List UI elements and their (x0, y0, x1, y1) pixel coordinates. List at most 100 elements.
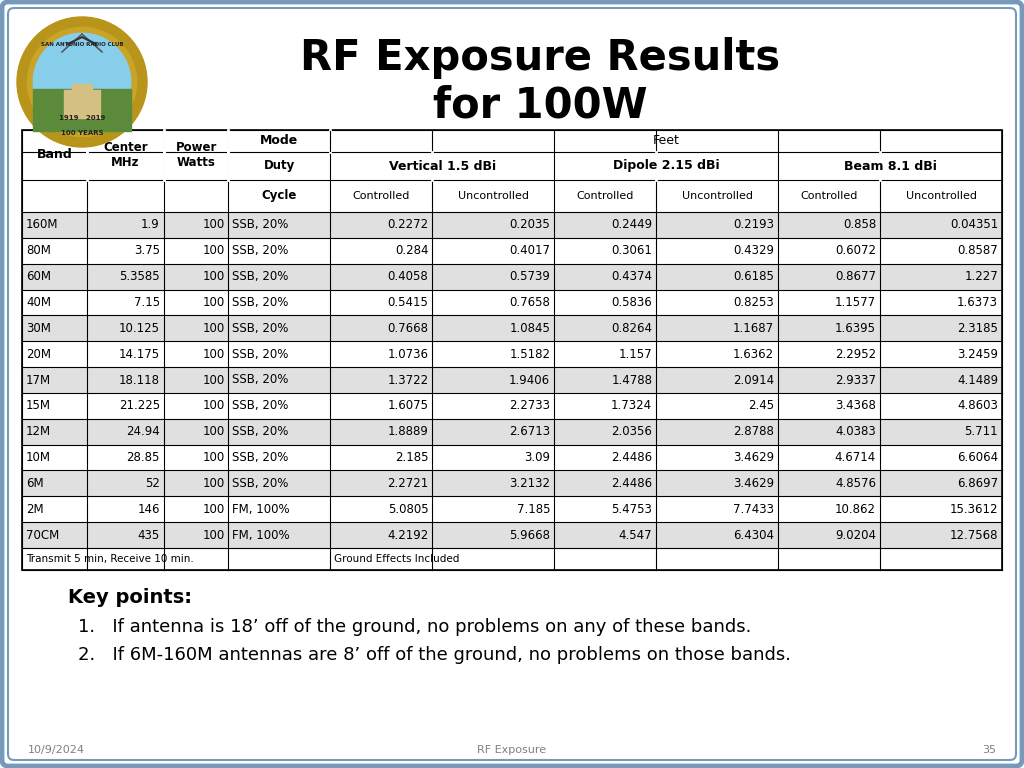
Bar (22, 496, 1002, 522)
Text: Center
MHz: Center MHz (102, 141, 147, 169)
Text: 2.8788: 2.8788 (733, 425, 774, 439)
Text: 3.09: 3.09 (524, 451, 550, 464)
Text: 5.9668: 5.9668 (509, 528, 550, 541)
Text: Dipole 2.15 dBi: Dipole 2.15 dBi (613, 160, 720, 173)
Text: 100: 100 (202, 451, 224, 464)
Text: 1.227: 1.227 (965, 270, 998, 283)
Text: 0.8253: 0.8253 (733, 296, 774, 309)
Bar (63, 90, 100, 118)
Bar (22, 341, 1002, 367)
Bar (22, 393, 1002, 419)
Text: SSB, 20%: SSB, 20% (232, 477, 289, 490)
Text: Band: Band (37, 148, 73, 161)
Text: 1.157: 1.157 (618, 348, 652, 361)
Text: 100: 100 (202, 270, 224, 283)
Text: 1.7324: 1.7324 (611, 399, 652, 412)
Text: 4.8576: 4.8576 (836, 477, 877, 490)
Text: 1.3722: 1.3722 (387, 373, 428, 386)
Text: Feet: Feet (652, 134, 680, 147)
Circle shape (28, 28, 136, 137)
Circle shape (33, 33, 131, 131)
Text: Controlled: Controlled (801, 191, 858, 201)
Text: 100: 100 (202, 528, 224, 541)
Text: SSB, 20%: SSB, 20% (232, 425, 289, 439)
Text: 2.2733: 2.2733 (509, 399, 550, 412)
Text: 2.4486: 2.4486 (611, 477, 652, 490)
Text: 7.185: 7.185 (517, 503, 550, 516)
Text: 100: 100 (202, 477, 224, 490)
Text: 100: 100 (202, 296, 224, 309)
Text: 1919   2019: 1919 2019 (58, 114, 105, 121)
Text: 0.8587: 0.8587 (957, 244, 998, 257)
Text: 1.9: 1.9 (141, 218, 160, 231)
Text: 100: 100 (202, 348, 224, 361)
Text: 6.8697: 6.8697 (956, 477, 998, 490)
Text: 18.118: 18.118 (119, 373, 160, 386)
Text: 100: 100 (202, 373, 224, 386)
Text: Beam 8.1 dBi: Beam 8.1 dBi (844, 160, 937, 173)
Text: 15.3612: 15.3612 (949, 503, 998, 516)
Text: 4.8603: 4.8603 (957, 399, 998, 412)
Text: 3.75: 3.75 (134, 244, 160, 257)
Text: 28.85: 28.85 (126, 451, 160, 464)
Text: 30M: 30M (26, 322, 51, 335)
Text: 5.3585: 5.3585 (119, 270, 160, 283)
Bar (22, 471, 1002, 496)
Text: 1.4788: 1.4788 (611, 373, 652, 386)
Text: 2.3185: 2.3185 (957, 322, 998, 335)
Bar (22, 419, 1002, 445)
Text: 0.8264: 0.8264 (611, 322, 652, 335)
Text: 4.6714: 4.6714 (835, 451, 877, 464)
Text: Key points:: Key points: (68, 588, 193, 607)
Text: 100: 100 (202, 244, 224, 257)
Text: 0.2035: 0.2035 (510, 218, 550, 231)
Text: Vertical 1.5 dBi: Vertical 1.5 dBi (389, 160, 496, 173)
Text: 2.2721: 2.2721 (387, 477, 428, 490)
Text: 2.4486: 2.4486 (611, 451, 652, 464)
Text: 1.1687: 1.1687 (733, 322, 774, 335)
Text: Ground Effects Included: Ground Effects Included (335, 554, 460, 564)
Bar (22, 522, 1002, 548)
Text: SSB, 20%: SSB, 20% (232, 218, 289, 231)
Text: 1.   If antenna is 18’ off of the ground, no problems on any of these bands.: 1. If antenna is 18’ off of the ground, … (78, 618, 752, 636)
Text: 435: 435 (137, 528, 160, 541)
Text: 6.4304: 6.4304 (733, 528, 774, 541)
Text: SSB, 20%: SSB, 20% (232, 322, 289, 335)
Text: 2.185: 2.185 (395, 451, 428, 464)
Text: 10M: 10M (26, 451, 51, 464)
Text: 3.4629: 3.4629 (733, 451, 774, 464)
Text: 100: 100 (202, 503, 224, 516)
Text: 5.711: 5.711 (965, 425, 998, 439)
Text: Transmit 5 min, Receive 10 min.: Transmit 5 min, Receive 10 min. (26, 554, 194, 564)
Text: 0.4058: 0.4058 (388, 270, 428, 283)
Bar (22, 316, 1002, 341)
Text: 1.6373: 1.6373 (957, 296, 998, 309)
Text: 1.1577: 1.1577 (835, 296, 877, 309)
Text: 2.6713: 2.6713 (509, 425, 550, 439)
Text: 2M: 2M (26, 503, 44, 516)
Text: 0.4374: 0.4374 (611, 270, 652, 283)
Text: 10.862: 10.862 (836, 503, 877, 516)
Text: Uncontrolled: Uncontrolled (682, 191, 753, 201)
Bar (22, 238, 1002, 263)
Bar (22, 290, 1002, 316)
Text: 2.2952: 2.2952 (835, 348, 877, 361)
Text: for 100W: for 100W (433, 84, 647, 126)
Text: RF Exposure: RF Exposure (477, 745, 547, 755)
Text: Cycle: Cycle (262, 190, 297, 203)
Text: 12M: 12M (26, 425, 51, 439)
Text: 6.6064: 6.6064 (956, 451, 998, 464)
Text: SSB, 20%: SSB, 20% (232, 451, 289, 464)
Text: Mode: Mode (260, 134, 299, 147)
Text: 35: 35 (982, 745, 996, 755)
Text: 20M: 20M (26, 348, 51, 361)
Text: SSB, 20%: SSB, 20% (232, 348, 289, 361)
Text: 0.3061: 0.3061 (611, 244, 652, 257)
Text: FM, 100%: FM, 100% (232, 503, 290, 516)
Text: 1.6395: 1.6395 (836, 322, 877, 335)
Text: 4.547: 4.547 (618, 528, 652, 541)
Text: 0.7658: 0.7658 (509, 296, 550, 309)
Text: 100: 100 (202, 425, 224, 439)
Text: 70CM: 70CM (26, 528, 59, 541)
Text: 0.5739: 0.5739 (509, 270, 550, 283)
